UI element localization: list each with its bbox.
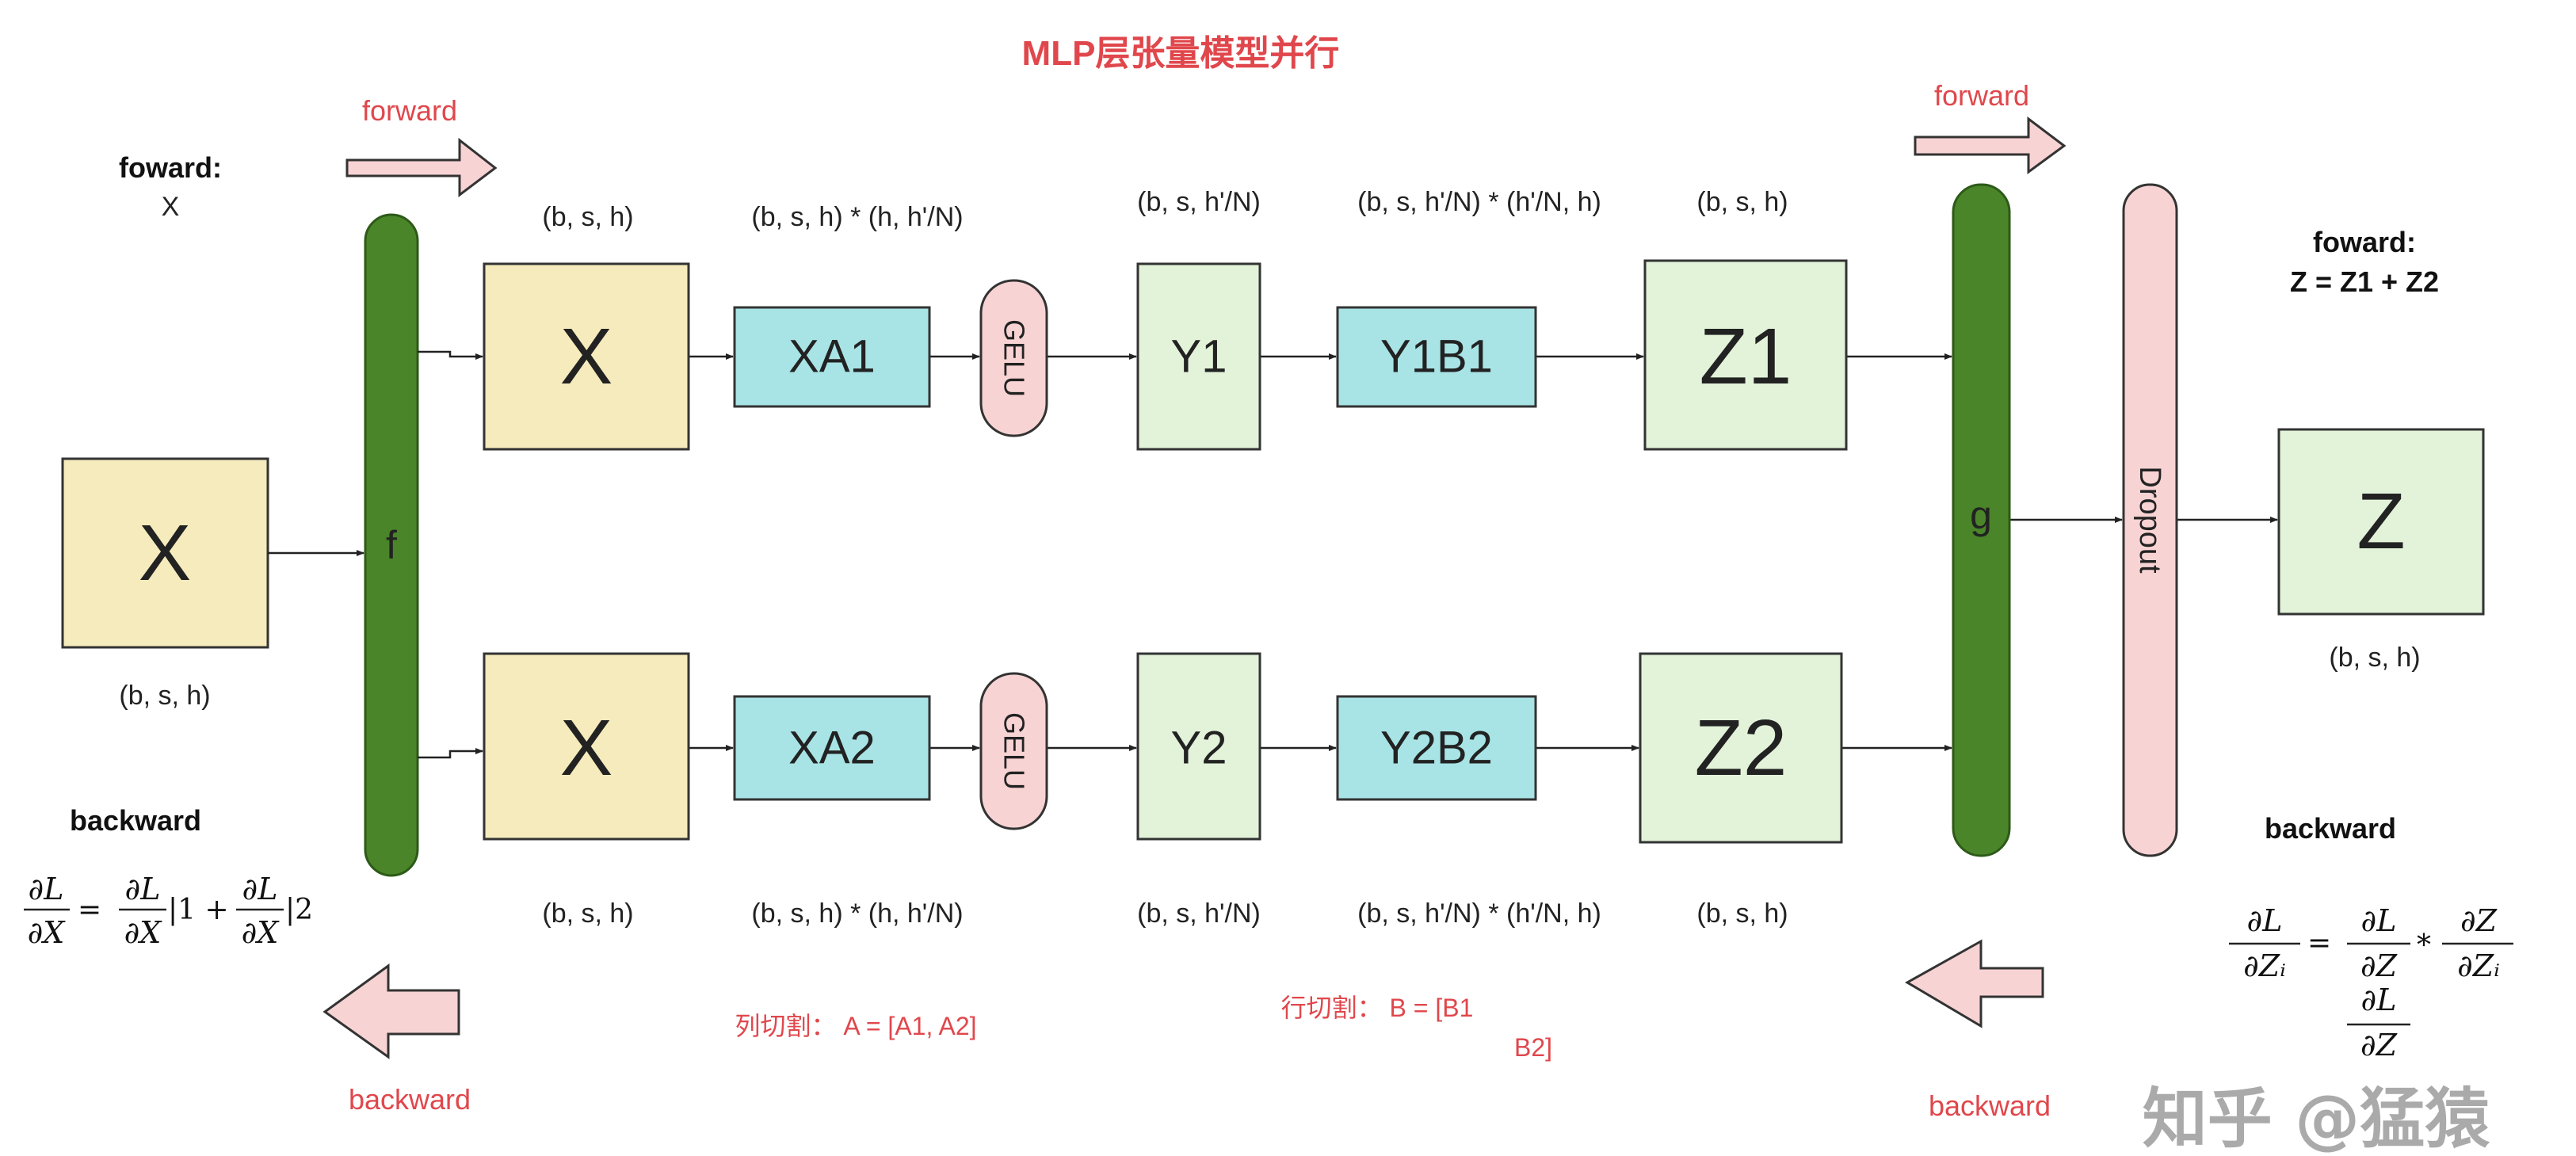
forward-note-title-left: foward: <box>119 151 222 184</box>
formula-term: ∂Z <box>2360 948 2398 983</box>
y2b2-box <box>1336 695 1537 801</box>
shape-labels-bottom: (b, s, h) (b, s, h) * (h, h'/N) (b, s, h… <box>542 898 1788 929</box>
backward-formula-left: ∂L ∂X = ∂L ∂X |1 + ∂L ∂X |2 <box>24 872 313 950</box>
dropout-label: Dropout <box>2133 466 2166 574</box>
formula-term: ∂Zᵢ <box>2457 948 2500 983</box>
formula-term: |2 <box>285 894 313 926</box>
shape-label: (b, s, h'/N) <box>1137 898 1261 929</box>
forward-note-title-right: foward: <box>2313 226 2416 258</box>
f-label: f <box>386 523 397 567</box>
top-branch: X XA1 GELU Y1 Y1B1 Z1 <box>483 259 1848 451</box>
y2b2-label: Y2B2 <box>1380 723 1493 774</box>
shape-label: (b, s, h'/N) * (h'/N, h) <box>1357 898 1601 929</box>
shape-label: (b, s, h) <box>1696 187 1788 217</box>
gelu-top <box>979 279 1048 437</box>
forward-note-value-left: X <box>162 192 180 222</box>
formula-term: |1 + <box>168 894 229 926</box>
formula-term: ∂X <box>28 915 67 950</box>
z1-box <box>1643 259 1848 451</box>
y2-label: Y2 <box>1171 723 1227 774</box>
gelu-label-bottom: GELU <box>998 712 1031 790</box>
g-operator-bar <box>1952 183 2011 857</box>
input-x-box <box>61 457 269 649</box>
watermark: 知乎 @猛猿 <box>2143 1082 2491 1156</box>
shape-label: (b, s, h'/N) <box>1137 187 1261 217</box>
shape-label: (b, s, h) * (h, h'/N) <box>751 202 963 232</box>
z1-label: Z1 <box>1700 312 1792 401</box>
row-split-note-line2: B2] <box>1514 1033 1552 1062</box>
formula-term: ∂Z <box>2360 1028 2398 1063</box>
y1b1-label: Y1B1 <box>1380 331 1493 383</box>
dropout-bar <box>2122 183 2178 857</box>
formula-term: ∂L <box>29 872 64 906</box>
formula-term: ∂L <box>2361 982 2397 1017</box>
input-shape: (b, s, h) <box>119 681 210 711</box>
shape-label: (b, s, h) <box>542 202 633 232</box>
shape-label: (b, s, h) <box>542 898 633 929</box>
x-box-bottom <box>483 652 690 841</box>
column-split-note: 列切割： A = [A1, A2] <box>735 1012 976 1040</box>
xa1-label: XA1 <box>788 331 876 383</box>
xa1-box <box>733 306 931 408</box>
y2-box <box>1136 652 1261 841</box>
formula-term: ∂Zᵢ <box>2243 948 2286 983</box>
xa2-box <box>733 695 931 801</box>
backward-label-right: backward <box>1929 1089 2051 1122</box>
shape-label: (b, s, h) * (h, h'/N) <box>751 898 963 929</box>
backward-title-left: backward <box>70 804 201 837</box>
backward-title-right: backward <box>2265 812 2396 845</box>
forward-arrow-icon <box>345 137 498 198</box>
bottom-branch: X XA2 GELU Y2 Y2B2 Z2 <box>483 652 1843 844</box>
backward-arrow-icon <box>322 963 460 1059</box>
shape-label: (b, s, h'/N) * (h'/N, h) <box>1357 187 1601 217</box>
backward-arrow-right-icon <box>1904 939 2044 1028</box>
gelu-bottom <box>979 672 1048 830</box>
connector-arrows <box>268 350 2278 759</box>
formula-term: = <box>78 894 101 926</box>
x-label-top: X <box>560 312 613 401</box>
formula-term: ∂L <box>242 872 278 906</box>
z2-label: Z2 <box>1695 704 1788 792</box>
g-label: g <box>1970 493 1992 537</box>
y1-box <box>1136 262 1261 451</box>
formula-term: ∂L <box>2361 903 2397 938</box>
formula-term: = <box>2307 927 2331 960</box>
formula-term: ∂X <box>242 915 280 950</box>
gelu-label-top: GELU <box>998 319 1031 397</box>
y1b1-box <box>1336 306 1537 408</box>
output-z-label: Z <box>2357 477 2405 566</box>
formula-term: * <box>2417 929 2431 962</box>
f-operator-bar <box>364 213 419 877</box>
row-split-note-line1: 行切割： B = [B1 <box>1281 994 1474 1022</box>
forward-arrow-right-icon <box>1914 116 2067 174</box>
formula-term: ∂Z <box>2460 903 2498 938</box>
xa2-label: XA2 <box>788 723 876 774</box>
backward-formula-right: ∂L ∂Zᵢ = ∂L ∂Z * ∂Z ∂Zᵢ ∂L ∂Z <box>2229 903 2513 1063</box>
output-shape: (b, s, h) <box>2329 643 2420 673</box>
formula-term: ∂L <box>125 872 161 906</box>
output-z-box <box>2277 428 2485 616</box>
shape-label: (b, s, h) <box>1696 898 1788 929</box>
forward-label-right: forward <box>1934 79 2029 112</box>
formula-term: ∂L <box>2247 903 2283 938</box>
forward-note-value-right: Z = Z1 + Z2 <box>2290 265 2439 298</box>
formula-term: ∂X <box>124 915 163 950</box>
shape-labels-top: (b, s, h) (b, s, h) * (h, h'/N) (b, s, h… <box>542 187 1788 232</box>
input-x-label: X <box>139 509 192 597</box>
forward-label-left: forward <box>362 94 457 127</box>
x-box-top <box>483 262 690 451</box>
y1-label: Y1 <box>1171 331 1227 383</box>
diagram-title: MLP层张量模型并行 <box>1022 34 1340 73</box>
backward-label-left: backward <box>349 1083 471 1116</box>
x-label-bottom: X <box>560 704 613 792</box>
z2-box <box>1639 652 1843 844</box>
